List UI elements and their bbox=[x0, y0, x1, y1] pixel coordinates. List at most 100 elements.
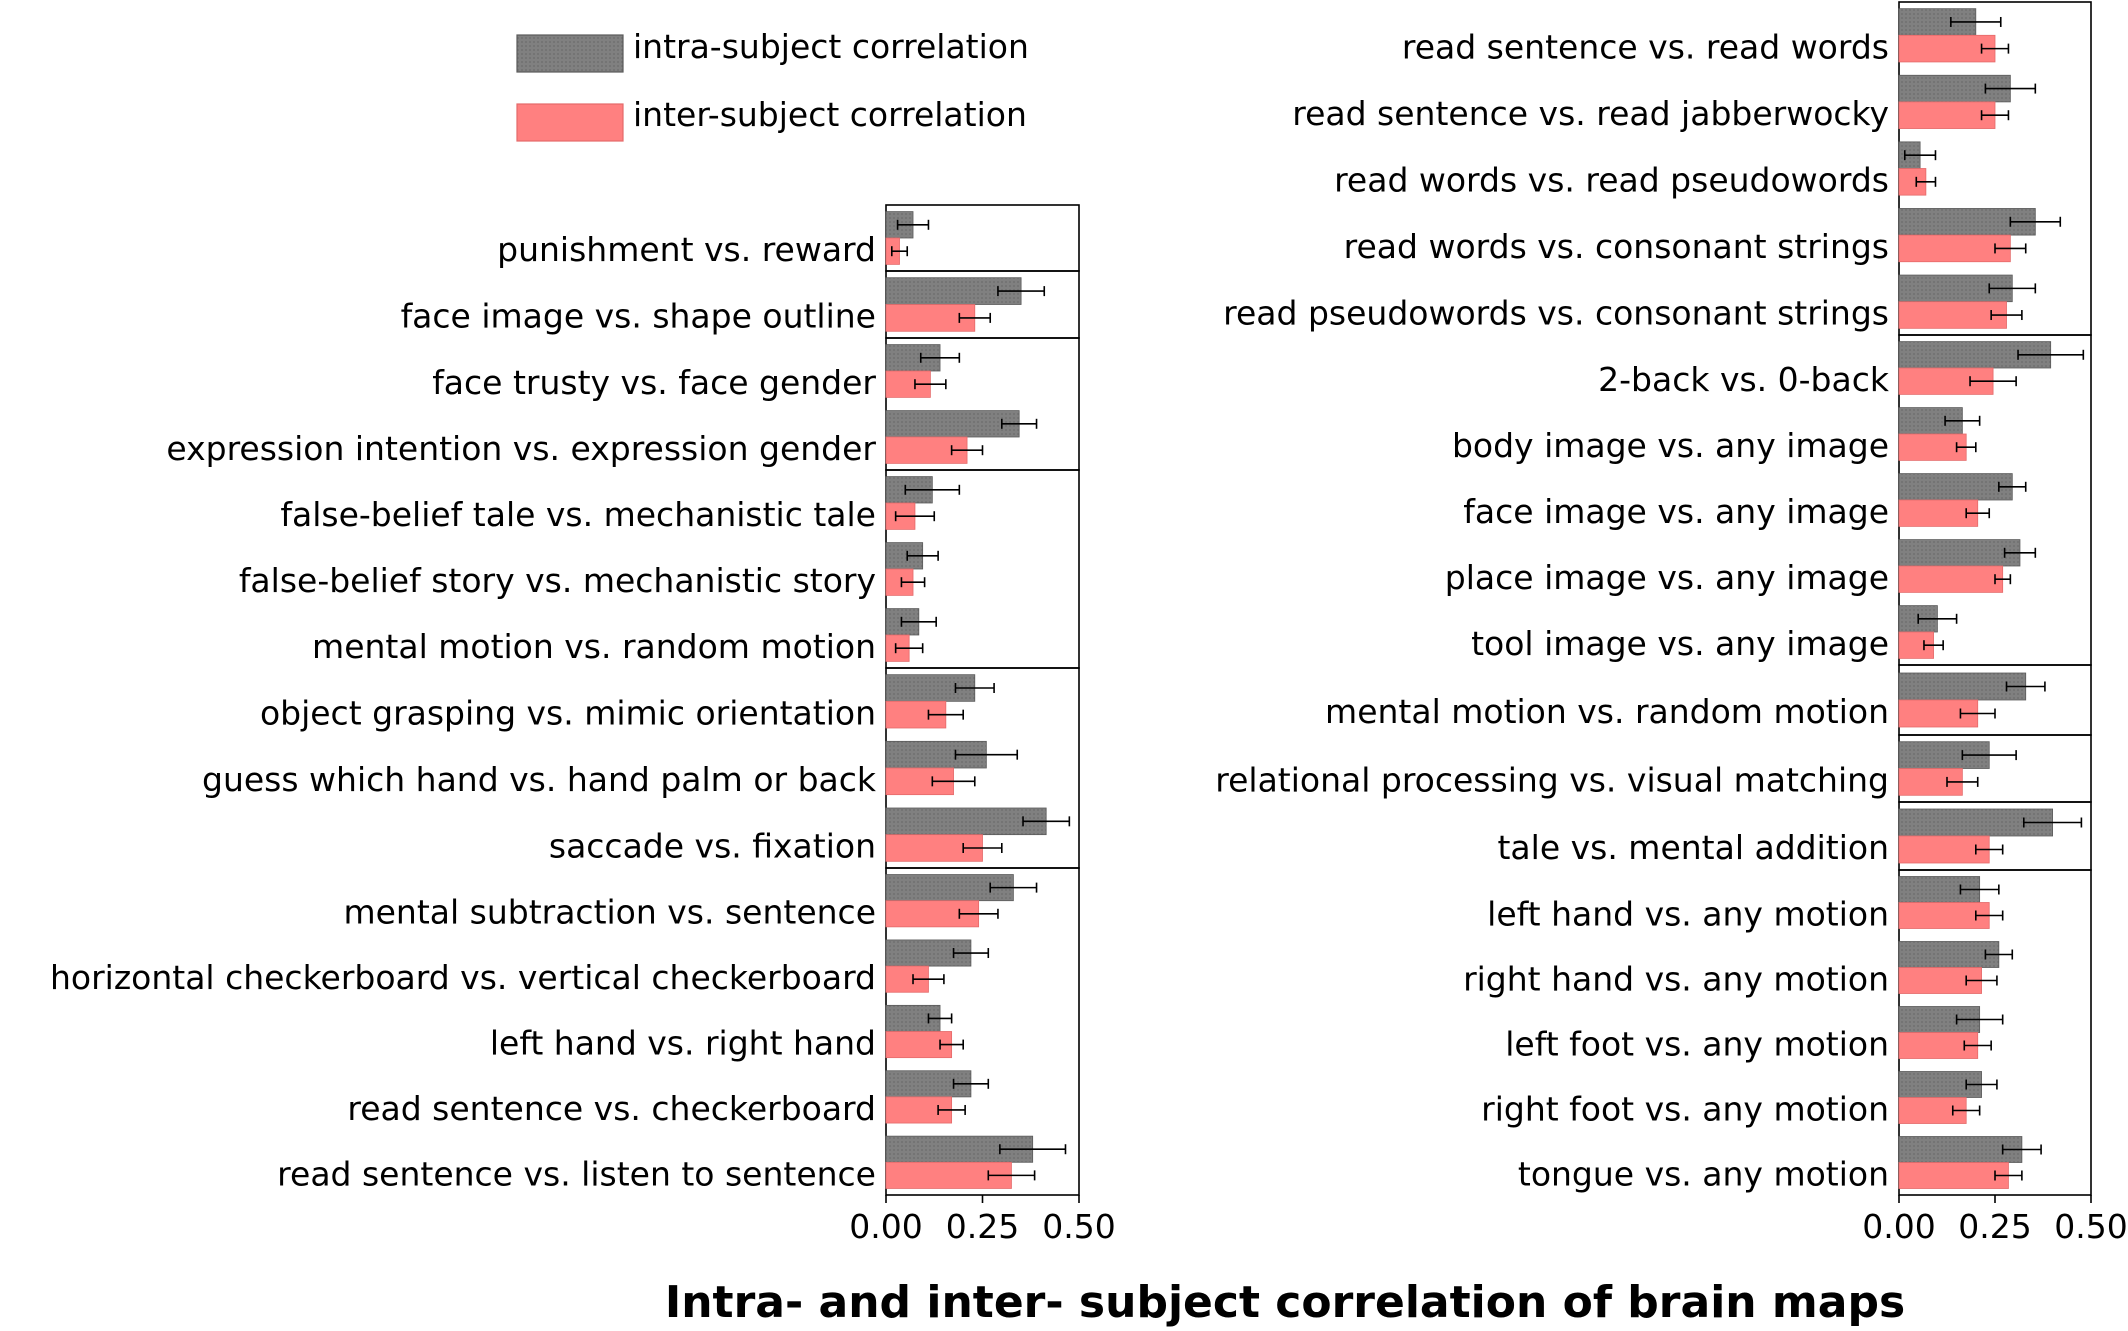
x-tick-label: 0.50 bbox=[1042, 1207, 1115, 1246]
errorbar-intra bbox=[1984, 83, 2037, 94]
category-label: object grasping vs. mimic orientation bbox=[260, 693, 876, 732]
bar-intra bbox=[1898, 539, 2021, 567]
left-panel: punishment vs. reward face image vs. shap… bbox=[50, 204, 1116, 1246]
errorbar-inter bbox=[890, 246, 909, 257]
bar-inter bbox=[1898, 301, 2007, 329]
category-label: right hand vs. any motion bbox=[1463, 960, 1889, 999]
errorbar-intra bbox=[954, 683, 995, 693]
errorbar-intra bbox=[1961, 750, 2017, 761]
errorbar-intra bbox=[904, 484, 961, 495]
category-label: horizontal checkerboard vs. vertical che… bbox=[50, 958, 876, 997]
bar-inter bbox=[1898, 433, 1967, 461]
legend: intra-subject correlation inter-subject … bbox=[516, 27, 1029, 142]
bar-row: tongue vs. any motion bbox=[1518, 1136, 2042, 1194]
category-label: false-belief tale vs. mechanistic tale bbox=[280, 495, 876, 534]
category-label: read pseudowords vs. consonant strings bbox=[1223, 294, 1889, 333]
x-tick-label: 0.50 bbox=[2054, 1207, 2127, 1246]
errorbar-inter bbox=[1955, 442, 1977, 453]
bar-inter bbox=[1898, 902, 1990, 929]
x-tick-label: 0.25 bbox=[946, 1207, 1019, 1246]
category-label: face image vs. shape outline bbox=[401, 297, 876, 336]
bar-row: mental motion vs. random motion bbox=[1325, 672, 2046, 731]
errorbar-inter bbox=[1951, 1105, 1981, 1116]
errorbar-inter bbox=[939, 1039, 965, 1050]
bar-inter bbox=[1898, 699, 1979, 728]
group-6: left hand vs. any motion right hand vs. a… bbox=[1463, 869, 2092, 1196]
errorbar-inter bbox=[1994, 574, 2012, 585]
bar-row: read words vs. read pseudowords bbox=[1334, 141, 1937, 200]
errorbar-inter bbox=[1965, 508, 1991, 519]
category-label: read words vs. read pseudowords bbox=[1334, 161, 1889, 200]
errorbar-intra bbox=[2001, 1144, 2042, 1155]
errorbar-intra bbox=[1998, 481, 2027, 492]
category-label: tool image vs. any image bbox=[1471, 624, 1889, 663]
figure-title: Intra- and inter- subject correlation of… bbox=[665, 1277, 1905, 1328]
bar-inter bbox=[1898, 835, 1990, 864]
errorbar-intra bbox=[1984, 949, 2014, 960]
bar-row: 2-back vs. 0-back bbox=[1598, 341, 2085, 399]
errorbar-inter bbox=[1963, 1040, 1992, 1051]
category-label: left hand vs. any motion bbox=[1487, 895, 1889, 934]
bar-row: mental subtraction vs. sentence bbox=[343, 874, 1038, 932]
category-label: read sentence vs. read words bbox=[1402, 27, 1889, 66]
errorbar-inter bbox=[1980, 110, 2010, 121]
category-label: read sentence vs. checkerboard bbox=[347, 1089, 876, 1128]
category-label: mental motion vs. random motion bbox=[1325, 692, 1889, 731]
x-axis: 0.00 0.25 0.50 bbox=[1862, 1195, 2128, 1246]
category-label: tongue vs. any motion bbox=[1518, 1155, 1889, 1194]
errorbar-intra bbox=[1955, 1014, 2004, 1025]
errorbar-intra bbox=[1903, 150, 1937, 161]
category-label: 2-back vs. 0-back bbox=[1598, 360, 1890, 399]
bar-row: left foot vs. any motion bbox=[1505, 1006, 2004, 1064]
bar-row: face image vs. shape outline bbox=[401, 277, 1046, 336]
bar-row: horizontal checkerboard vs. vertical che… bbox=[50, 939, 990, 997]
errorbar-intra bbox=[999, 1144, 1067, 1155]
bar-row: saccade vs. fixation bbox=[549, 807, 1071, 866]
errorbar-inter bbox=[927, 709, 965, 720]
bar-row: place image vs. any image bbox=[1445, 539, 2037, 597]
errorbar-intra bbox=[927, 1013, 953, 1024]
x-tick-label: 0.00 bbox=[849, 1207, 922, 1246]
legend-swatch-intra bbox=[516, 34, 624, 73]
group-6: mental subtraction vs. sentence horizonta… bbox=[50, 867, 1080, 1196]
bar-row: read sentence vs. listen to sentence bbox=[277, 1135, 1067, 1193]
category-label: face trusty vs. face gender bbox=[432, 363, 876, 402]
bar-inter bbox=[1898, 234, 2011, 263]
bar-row: face trusty vs. face gender bbox=[432, 344, 961, 402]
group-5: object grasping vs. mimic orientation gue… bbox=[202, 667, 1080, 869]
errorbar-inter bbox=[1923, 640, 1944, 651]
group-1: punishment vs. reward bbox=[497, 204, 1080, 272]
errorbar-intra bbox=[1950, 16, 2002, 27]
bar-row: guess which hand vs. hand palm or back bbox=[202, 740, 1019, 799]
group-4: relational processing vs. visual matchin… bbox=[1215, 734, 2092, 803]
group-1: read sentence vs. read words read sentenc… bbox=[1223, 1, 2092, 336]
category-label: relational processing vs. visual matchin… bbox=[1215, 761, 1889, 800]
errorbar-inter bbox=[1994, 1170, 2023, 1181]
category-label: mental subtraction vs. sentence bbox=[343, 893, 876, 932]
bar-intra bbox=[885, 807, 1047, 836]
bar-row: false-belief story vs. mechanistic story bbox=[239, 542, 939, 600]
legend-label-intra: intra-subject correlation bbox=[633, 27, 1029, 66]
errorbar-intra bbox=[900, 616, 937, 627]
bar-inter bbox=[1898, 101, 1996, 129]
errorbar-intra bbox=[989, 882, 1038, 893]
category-label: punishment vs. reward bbox=[497, 230, 876, 269]
category-label: place image vs. any image bbox=[1445, 558, 1889, 597]
bar-row: object grasping vs. mimic orientation bbox=[260, 674, 995, 732]
category-label: read words vs. consonant strings bbox=[1344, 227, 1889, 266]
errorbar-inter bbox=[1959, 708, 1996, 719]
bar-inter bbox=[1898, 565, 2004, 593]
bar-row: body image vs. any image bbox=[1452, 407, 1981, 465]
bar-row: expression intention vs. expression gend… bbox=[166, 410, 1038, 468]
bar-row: left hand vs. right hand bbox=[490, 1004, 965, 1063]
bar-row: read sentence vs. checkerboard bbox=[347, 1070, 990, 1128]
bar-row: tool image vs. any image bbox=[1471, 605, 1958, 663]
errorbar-inter bbox=[962, 843, 1003, 853]
group-2: 2-back vs. 0-back body image vs. any imag… bbox=[1445, 334, 2092, 666]
errorbar-inter bbox=[1969, 376, 2017, 387]
category-label: left foot vs. any motion bbox=[1505, 1025, 1889, 1064]
bar-row: relational processing vs. visual matchin… bbox=[1215, 741, 2017, 800]
category-label: guess which hand vs. hand palm or back bbox=[202, 760, 877, 799]
category-label: false-belief story vs. mechanistic story bbox=[239, 561, 876, 600]
errorbar-intra bbox=[2023, 817, 2083, 828]
